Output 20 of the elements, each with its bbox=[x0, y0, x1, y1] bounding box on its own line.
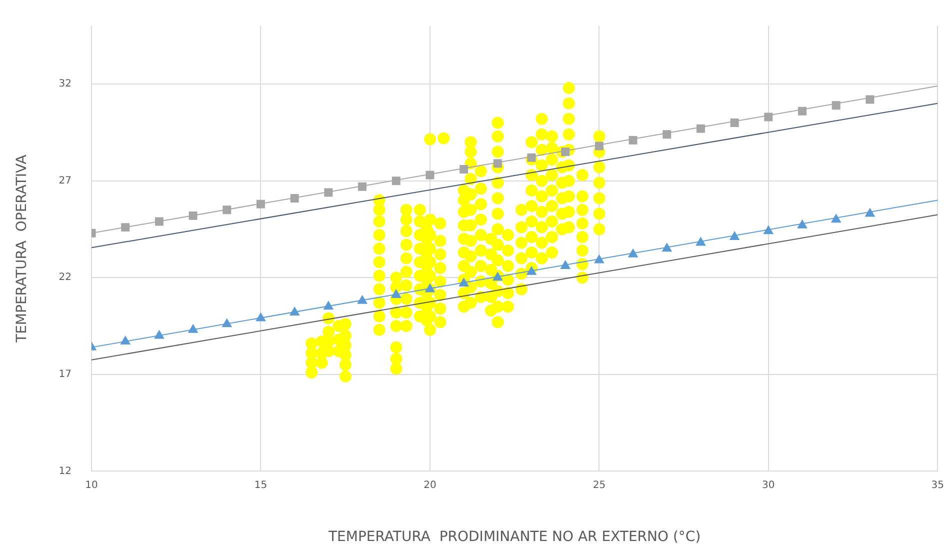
y-tick-label: 17 bbox=[58, 369, 72, 380]
x-tick-label: 10 bbox=[85, 480, 98, 491]
y-axis-title: TEMPERATURA OPERATIVA bbox=[14, 154, 30, 344]
x-tick-label: 20 bbox=[424, 480, 436, 491]
point bbox=[797, 219, 808, 228]
y-tick-label: 22 bbox=[58, 272, 72, 284]
point bbox=[357, 294, 368, 304]
x-tick-label: 30 bbox=[762, 480, 775, 491]
x-axis-title: TEMPERATURA PRODIMINANTE NO AR EXTERNO (°C) bbox=[327, 529, 701, 546]
y-tick-label: 32 bbox=[58, 78, 72, 90]
x-tick-label: 15 bbox=[254, 480, 268, 491]
x-tick-label: 35 bbox=[931, 480, 944, 491]
y-tick-label: 27 bbox=[58, 175, 72, 186]
x-tick-label: 25 bbox=[592, 480, 606, 491]
point bbox=[864, 208, 876, 217]
y-tick-label: 12 bbox=[58, 466, 72, 477]
point bbox=[526, 266, 537, 275]
point bbox=[256, 312, 266, 322]
point bbox=[696, 236, 706, 246]
point bbox=[628, 248, 638, 258]
